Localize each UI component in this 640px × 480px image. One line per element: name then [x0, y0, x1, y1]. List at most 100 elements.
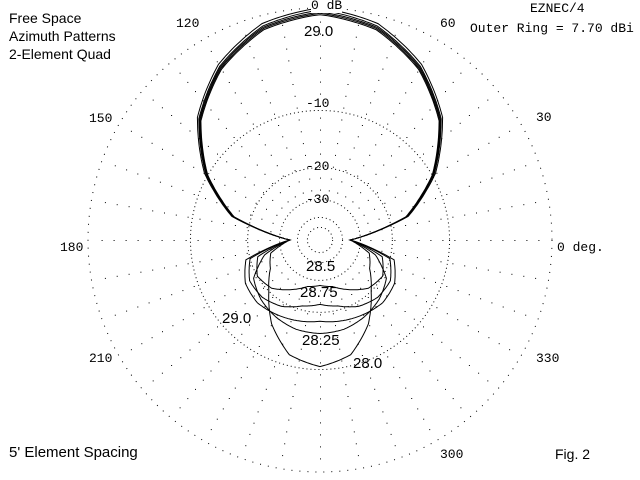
grid-spoke-dot — [436, 307, 438, 309]
grid-spoke-dot — [199, 218, 201, 220]
grid-spoke-dot — [161, 107, 163, 109]
grid-spoke-dot — [347, 84, 349, 85]
grid-spoke-dot — [351, 294, 353, 295]
grid-spoke-dot — [214, 178, 215, 180]
grid-spoke-dot — [249, 324, 250, 326]
grid-spoke-dot — [175, 214, 177, 216]
grid-spoke-dot — [320, 45, 321, 47]
grid-spoke-dot — [210, 370, 212, 372]
grid-spoke-dot — [383, 164, 385, 166]
grid-spoke-dot — [202, 100, 204, 102]
grid-spoke-dot — [363, 314, 365, 316]
grid-spoke-dot — [199, 261, 201, 263]
grid-spoke-dot — [257, 240, 259, 241]
grid-spoke-dot — [298, 119, 300, 121]
grid-spoke-dot — [282, 455, 284, 457]
grid-spoke-dot — [487, 99, 489, 101]
grid-spoke-dot — [279, 192, 281, 194]
grid-spoke-dot — [104, 202, 106, 204]
grid-spoke-dot — [369, 325, 371, 327]
grid-spoke-dot — [269, 102, 271, 104]
grid-spoke-dot — [179, 72, 181, 74]
grid-spoke-dot — [195, 388, 196, 390]
grid-spoke-dot — [414, 352, 416, 354]
grid-spoke-dot — [423, 418, 425, 420]
grid-spoke-dot — [377, 192, 378, 194]
grid-spoke-dot — [460, 407, 462, 409]
grid-spoke-dot — [411, 82, 413, 83]
grid-spoke-dot — [290, 321, 292, 323]
grid-spoke-dot — [202, 379, 204, 381]
grid-spoke-dot — [253, 422, 255, 424]
grid-spoke-dot — [274, 113, 275, 115]
grid-spoke-dot — [300, 348, 302, 350]
grid-spoke-dot — [116, 204, 118, 206]
grid-spoke-dot — [182, 160, 184, 162]
angle-label-210: 210 — [89, 351, 113, 366]
grid-spoke-dot — [197, 240, 199, 241]
grid-spoke-dot — [452, 398, 454, 400]
grid-spoke-dot — [193, 194, 195, 195]
grid-spoke-dot — [432, 334, 434, 336]
grid-spoke-dot — [125, 240, 127, 241]
grid-spoke-dot — [266, 208, 267, 210]
grid-spoke-dot — [513, 169, 515, 171]
grid-spoke-dot — [414, 127, 416, 129]
grid-spoke-dot — [171, 115, 173, 116]
grid-spoke-dot — [375, 335, 377, 337]
grid-spoke-dot — [446, 313, 448, 315]
grid-spoke-dot — [525, 165, 527, 167]
grid-spoke-dot — [390, 46, 392, 48]
grid-spoke-dot — [246, 252, 248, 254]
grid-spoke-dot — [258, 346, 260, 347]
grid-spoke-dot — [300, 131, 302, 133]
grid-spoke-dot — [454, 240, 456, 241]
grid-spoke-dot — [286, 48, 288, 50]
grid-spoke-dot — [467, 154, 469, 156]
grid-spoke-dot — [386, 422, 388, 424]
grid-spoke-dot — [320, 69, 321, 71]
grid-spoke-dot — [298, 181, 300, 183]
grid-spoke-dot — [337, 336, 339, 338]
grid-spoke-dot — [488, 337, 490, 339]
series-label-28.0: 28.0 — [353, 355, 383, 372]
grid-spoke-dot — [265, 91, 267, 93]
grid-spoke-dot — [351, 419, 353, 421]
grid-spoke-dot — [284, 443, 286, 445]
grid-spoke-dot — [375, 173, 377, 175]
grid-spoke-dot — [256, 164, 258, 166]
grid-spoke-dot — [399, 102, 401, 104]
grid-spoke-dot — [286, 431, 288, 433]
grid-spoke-dot — [393, 227, 395, 229]
grid-spoke-dot — [187, 263, 189, 265]
grid-spoke-dot — [256, 315, 258, 317]
grid-spoke-dot — [423, 326, 424, 328]
grid-spoke-dot — [478, 372, 480, 374]
grid-spoke-dot — [270, 154, 272, 156]
grid-spoke-dot — [355, 443, 357, 445]
grid-spoke-dot — [446, 166, 448, 168]
grid-spoke-dot — [234, 255, 236, 256]
grid-spoke-dot — [207, 145, 209, 147]
ring-label-30: -30 — [306, 192, 330, 207]
grid-spoke-dot — [435, 281, 436, 283]
grid-spoke-dot — [309, 178, 311, 180]
grid-spoke-dot — [478, 148, 479, 150]
grid-spoke-dot — [249, 46, 251, 48]
angle-label-180: 180 — [60, 240, 84, 255]
grid-spoke-dot — [374, 388, 376, 390]
grid-spoke-dot — [429, 429, 431, 431]
grid-spoke-dot — [272, 297, 274, 298]
grid-spoke-dot — [187, 398, 189, 400]
grid-spoke-dot — [339, 131, 341, 133]
grid-spoke-dot — [460, 72, 462, 74]
grid-spoke-dot — [406, 343, 408, 344]
grid-spoke-dot — [175, 265, 177, 267]
grid-spoke-dot — [320, 410, 321, 412]
grid-spoke-dot — [264, 335, 266, 337]
grid-spoke-dot — [272, 183, 274, 184]
grid-spoke-dot — [468, 115, 470, 116]
program-name: EZNEC/4 — [530, 1, 585, 16]
grid-spoke-dot — [406, 240, 408, 241]
grid-spoke-dot — [432, 145, 434, 147]
